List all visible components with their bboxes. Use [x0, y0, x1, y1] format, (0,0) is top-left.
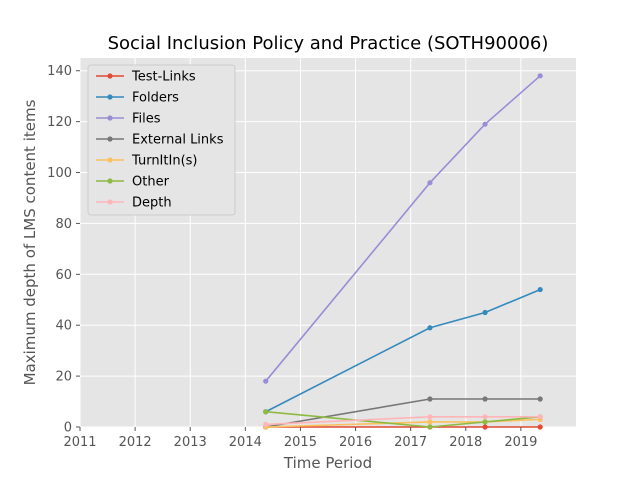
- data-point-other: [263, 409, 269, 415]
- legend-label-turnitin-s: TurnItIn(s): [131, 154, 197, 169]
- y-tick-label: 120: [47, 115, 72, 130]
- x-tick-label: 2014: [229, 435, 262, 450]
- legend-label-other: Other: [132, 175, 170, 190]
- data-point-files: [263, 378, 269, 384]
- series-files: [263, 73, 543, 384]
- legend-marker-other: [107, 178, 113, 184]
- data-point-files: [482, 121, 488, 127]
- legend-marker-depth: [107, 199, 113, 205]
- legend-marker-external-links: [107, 136, 113, 142]
- data-point-turnitin-s: [427, 419, 433, 425]
- data-point-external-links: [482, 396, 488, 402]
- series-depth: [263, 414, 543, 428]
- x-axis-title: Time Period: [283, 454, 372, 472]
- legend-box: [87, 64, 236, 216]
- x-tick-label: 2019: [504, 435, 537, 450]
- data-point-external-links: [537, 396, 543, 402]
- x-tick-label: 2016: [339, 435, 372, 450]
- data-point-folders: [427, 325, 433, 331]
- x-tick-label: 2013: [174, 435, 207, 450]
- data-point-files: [537, 73, 543, 79]
- legend-label-depth: Depth: [132, 196, 172, 211]
- x-tick-label: 2012: [119, 435, 152, 450]
- data-point-depth: [263, 421, 269, 428]
- series-line-turnitin-s: [265, 418, 541, 428]
- data-point-other: [427, 424, 433, 430]
- legend-label-external-links: External Links: [132, 133, 224, 148]
- data-point-depth: [482, 414, 488, 420]
- series-line-folders: [265, 288, 541, 413]
- y-tick-label: 80: [55, 217, 72, 232]
- y-tick-label: 0: [64, 421, 72, 436]
- legend-label-folders: Folders: [132, 91, 179, 106]
- data-point-test-links: [537, 424, 543, 430]
- y-tick-label: 140: [47, 64, 72, 79]
- y-tick-label: 100: [47, 166, 72, 181]
- series-line-other: [265, 410, 541, 428]
- data-point-other: [482, 419, 488, 425]
- tick-labels: 2011 2012 2013 2014 2015 2016 2017 2018 2019 0 20 4…: [47, 64, 537, 450]
- data-point-files: [427, 180, 433, 186]
- series-line-files: [265, 75, 541, 382]
- data-point-folders: [482, 309, 488, 316]
- data-point-depth: [427, 414, 433, 420]
- y-axis-title: Maximum depth of LMS content items: [21, 99, 39, 385]
- data-point-test-links: [482, 424, 488, 430]
- data-point-external-links: [427, 396, 433, 402]
- y-tick-label: 40: [55, 319, 72, 334]
- legend-marker-folders: [107, 94, 113, 100]
- y-tick-label: 60: [55, 268, 72, 283]
- x-tick-label: 2017: [394, 435, 427, 450]
- legend: Test-Links Folders Files External Links Turn…: [87, 64, 236, 216]
- series-lines: [263, 73, 543, 430]
- data-point-folders: [537, 286, 543, 293]
- legend-marker-test-links: [107, 73, 113, 79]
- legend-label-test-links: Test-Links: [131, 70, 196, 85]
- x-tick-label: 2015: [284, 435, 317, 450]
- x-tick-label: 2018: [449, 435, 482, 450]
- series-line-external-links: [265, 398, 541, 428]
- x-tick-label: 2011: [63, 435, 96, 450]
- legend-marker-files: [107, 115, 113, 121]
- y-tick-label: 20: [55, 370, 72, 385]
- chart-title: Social Inclusion Policy and Practice (SO…: [108, 33, 549, 54]
- series-line-depth: [265, 416, 541, 426]
- legend-marker-turnitin-s: [107, 157, 113, 163]
- legend-label-files: Files: [132, 112, 161, 127]
- data-point-depth: [537, 414, 543, 420]
